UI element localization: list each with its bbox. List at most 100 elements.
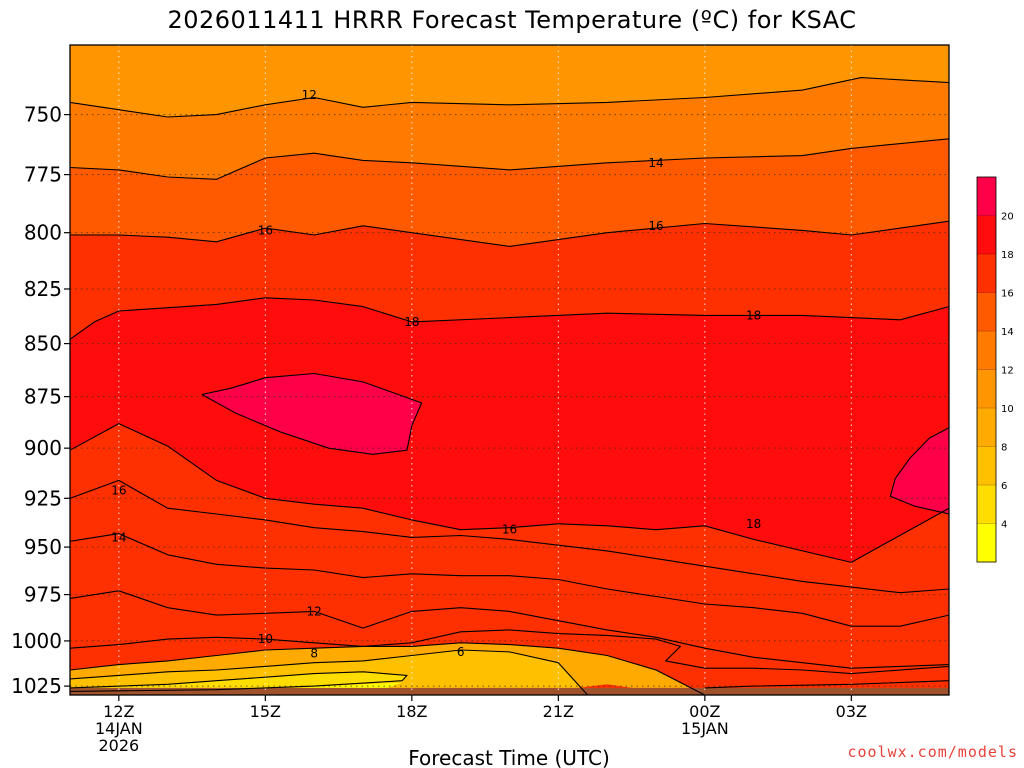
y-tick-label: 825 (24, 277, 62, 301)
isotherm-line (201, 372, 423, 455)
contour-label-text: 12 (307, 604, 322, 618)
isotherm-line (70, 629, 949, 675)
colorbar-tick-label: 4 (1001, 520, 1007, 531)
isotherm-line (70, 533, 949, 627)
colorbar-swatch (977, 254, 996, 293)
temp-region-4 (70, 671, 407, 692)
contour-label-text: 16 (258, 223, 273, 237)
contour-label-text: 6 (457, 645, 465, 659)
y-tick-label: 875 (24, 385, 62, 409)
colorbar-swatch (977, 292, 996, 332)
colorbar-swatch (977, 485, 996, 524)
surface-band (70, 687, 949, 695)
contour-label-text: 10 (258, 632, 273, 646)
y-tick-label: 775 (24, 163, 62, 187)
x-tick-label: 03Z (836, 702, 867, 721)
contour-label-text: 18 (746, 517, 761, 531)
colorbar-tick-label: 16 (1001, 289, 1014, 300)
isotherm-line (70, 671, 408, 692)
temp-region-18 (70, 297, 949, 563)
contour-label: 16 (502, 523, 517, 537)
contour-label: 16 (111, 483, 126, 497)
contour-label-text: 16 (648, 219, 663, 233)
contour-label: 12 (302, 88, 317, 102)
isotherm-line (70, 642, 706, 695)
contour-label-text: 14 (648, 156, 663, 170)
contour-label: 12 (307, 604, 322, 618)
colorbar-swatch (977, 331, 996, 370)
isotherm-line (70, 138, 949, 180)
y-tick-label: 975 (24, 583, 62, 607)
colorbar-swatch (977, 369, 996, 409)
isotherm-line (70, 590, 949, 669)
x-axis-label: Forecast Time (UTC) (408, 746, 610, 768)
isotherm-line (70, 77, 949, 118)
gridlines (70, 45, 949, 695)
x-tick-label: 2026 (98, 736, 139, 755)
contour-labels: 12 14 16 16 18 18 16 14 16 18 12 10 8 6 (111, 88, 761, 661)
isotherm-line (70, 649, 589, 695)
isotherm-line (70, 479, 949, 594)
colorbar: 4 6 8 10 12 14 16 18 20 (976, 176, 1014, 563)
y-tick-label: 1025 (11, 674, 62, 698)
y-tick-label: 950 (24, 535, 62, 559)
x-tick-label: 00Z (689, 702, 720, 721)
credit-text: coolwx.com/models (847, 743, 1018, 761)
contour-label-text: 14 (111, 530, 126, 544)
colorbar-swatch (977, 177, 996, 216)
contour-label-text: 16 (111, 483, 126, 497)
isotherm-line (889, 427, 949, 515)
contour-label: 18 (746, 308, 761, 322)
colorbar-tick-label: 6 (1001, 481, 1007, 492)
contour-label: 8 (310, 647, 318, 661)
contour-label-text: 12 (302, 88, 317, 102)
temp-region-20 (890, 427, 949, 514)
contour-label-text: 18 (746, 308, 761, 322)
colorbar-swatch (977, 215, 996, 255)
x-tick-label: 12Z (103, 702, 134, 721)
contour-label-text: 8 (310, 647, 318, 661)
chart-title: 2026011411 HRRR Forecast Temperature (ºC… (167, 6, 856, 34)
plot-frame (69, 44, 950, 696)
x-tick-label: 21Z (543, 702, 574, 721)
colorbar-swatch (977, 446, 996, 486)
contour-label: 6 (457, 645, 465, 659)
contour-label: 16 (258, 223, 273, 237)
x-tick-label: 15Z (250, 702, 281, 721)
contour-label: 18 (746, 517, 761, 531)
y-axis: 750 775 800 825 850 875 900 925 950 975 1000 1025 (11, 103, 70, 698)
x-tick-label: 14JAN (95, 719, 143, 738)
x-tick-label: 18Z (396, 702, 427, 721)
y-tick-label: 900 (24, 436, 62, 460)
isotherm-line (70, 297, 949, 340)
contour-label-text: 18 (404, 315, 419, 329)
y-tick-label: 1000 (11, 629, 62, 653)
colorbar-frame (976, 176, 997, 563)
contour-label: 18 (404, 315, 419, 329)
colorbar-tick-label: 20 (1001, 212, 1014, 223)
colorbar-tick-label: 14 (1001, 327, 1014, 338)
colorbar-tick-label: 18 (1001, 250, 1014, 261)
y-tick-label: 800 (24, 221, 62, 245)
contour-label: 16 (648, 219, 663, 233)
colorbar-tick-label: 8 (1001, 443, 1007, 454)
isotherm-line (704, 680, 949, 689)
colorbar-tick-label: 10 (1001, 404, 1014, 415)
colorbar-swatch (977, 523, 996, 563)
isotherm-lines (70, 77, 949, 695)
y-tick-label: 925 (24, 486, 62, 510)
y-tick-label: 850 (24, 332, 62, 356)
contour-label: 10 (258, 632, 273, 646)
contour-label-text: 16 (502, 523, 517, 537)
temperature-fill (70, 45, 949, 695)
colorbar-swatch (977, 408, 996, 447)
isotherm-line (70, 423, 949, 563)
isotherm-line (70, 220, 949, 247)
x-tick-label: 15JAN (681, 719, 729, 738)
colorbar-tick-label: 12 (1001, 366, 1014, 377)
contour-label: 14 (111, 530, 126, 544)
temp-region-20 (201, 373, 422, 455)
y-tick-label: 750 (24, 103, 62, 127)
